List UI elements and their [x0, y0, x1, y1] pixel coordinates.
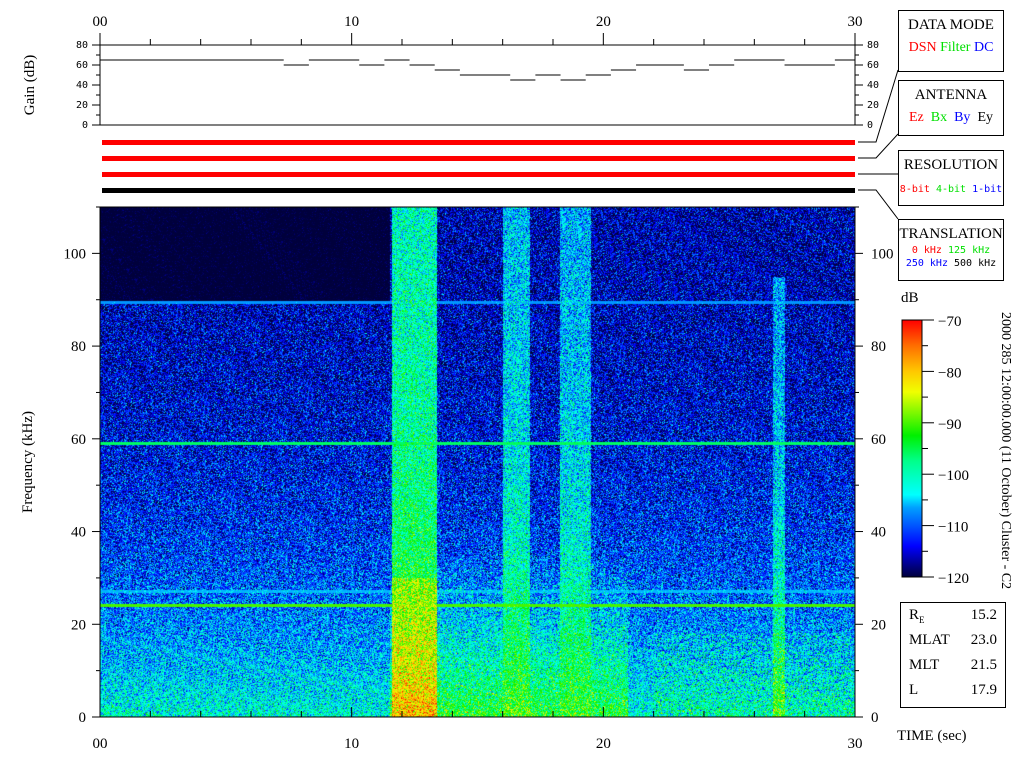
legend-item: 250 kHz: [905, 258, 948, 269]
bottom-time-tick-label: 10: [344, 736, 359, 752]
colorbar-tick-label: −70: [938, 314, 961, 330]
legend-connector: [858, 189, 899, 220]
position-row: MLAT 23.0: [901, 628, 1005, 653]
bottom-time-tick-label: 30: [848, 736, 863, 752]
colorbar-tick-label: −120: [938, 571, 969, 587]
gain-tick-label: 0: [867, 120, 873, 131]
position-label: MLT: [909, 657, 940, 673]
colorbar-tick-label: −90: [938, 417, 961, 433]
freq-tick-label: 0: [79, 710, 87, 726]
spectrogram-frame: [99, 206, 856, 718]
top-time-tick-label: 00: [93, 14, 108, 30]
legend-item: 0 kHz: [911, 245, 942, 256]
legend-item: By: [954, 110, 971, 125]
legend-item: Ez: [908, 110, 924, 125]
status-bar: [102, 156, 855, 161]
legend-item: 8-bit: [899, 184, 930, 195]
position-label: MLAT: [909, 632, 950, 648]
status-bar: [102, 188, 855, 193]
antenna-legend: ANTENNA Ez Bx By Ey: [898, 80, 1004, 136]
bottom-time-tick-label: 00: [93, 736, 108, 752]
gain-tick-label: 40: [76, 80, 88, 91]
x-axis-label: TIME (sec): [897, 728, 967, 744]
legend-title: TRANSLATION: [899, 226, 1003, 242]
position-value: 23.0: [970, 632, 997, 648]
gain-axis-label: Gain (dB): [22, 55, 38, 115]
legend-item: 125 kHz: [947, 245, 991, 256]
gain-tick-label: 60: [76, 60, 88, 71]
freq-axis-label: Frequency (kHz): [20, 411, 36, 513]
legend-connector: [858, 133, 899, 159]
freq-tick-label: 0: [871, 710, 879, 726]
legend-item: 4-bit: [935, 184, 967, 195]
data-mode-legend: DATA MODE DSN Filter DC: [898, 10, 1004, 72]
gain-tick-label: 20: [867, 100, 879, 111]
legend-title: ANTENNA: [914, 87, 988, 103]
top-time-tick-label: 20: [596, 14, 611, 30]
resolution-legend: RESOLUTION 8-bit 4-bit 1-bit: [898, 150, 1004, 206]
freq-tick-label: 80: [71, 339, 86, 355]
position-row: L 17.9: [901, 678, 1005, 703]
status-bar: [102, 140, 855, 145]
position-label-sub: E: [919, 615, 925, 625]
freq-tick-label: 100: [871, 246, 894, 262]
legend-item: 500 kHz: [954, 258, 997, 269]
gain-tick-label: 40: [867, 80, 879, 91]
gain-tick-label: 20: [76, 100, 88, 111]
caption: 2000 285 12:00:00.000 (11 October) Clust…: [998, 312, 1013, 590]
freq-tick-label: 100: [64, 246, 87, 262]
gain-tick-label: 80: [867, 40, 879, 51]
legend-item: Bx: [930, 110, 948, 125]
gain-tick-label: 80: [76, 40, 88, 51]
freq-tick-label: 60: [71, 432, 86, 448]
legend-item: Filter: [940, 40, 971, 55]
position-table: RE 15.2 MLAT 23.0 MLT 21.5 L 17.9: [900, 602, 1006, 708]
spectrogram-heatmap: [100, 207, 855, 717]
freq-tick-label: 40: [71, 525, 86, 541]
colorbar-tick-label: −110: [938, 520, 968, 536]
legend-item: Ey: [977, 110, 993, 125]
top-time-tick-label: 30: [848, 14, 863, 30]
freq-tick-label: 40: [871, 525, 886, 541]
position-value: 15.2: [970, 607, 997, 623]
freq-tick-label: 20: [871, 617, 886, 633]
legend-item: DSN: [908, 40, 937, 55]
freq-tick-label: 20: [71, 617, 86, 633]
gain-tick-label: 0: [82, 120, 88, 131]
bottom-time-tick-label: 20: [596, 736, 611, 752]
position-label: L: [909, 682, 919, 698]
gain-tick-label: 60: [867, 60, 879, 71]
freq-tick-label: 60: [871, 432, 886, 448]
colorbar-tick-label: −80: [938, 365, 961, 381]
freq-tick-label: 80: [871, 339, 886, 355]
legend-item: DC: [973, 40, 994, 55]
position-label: R: [909, 607, 920, 623]
legend-title: RESOLUTION: [903, 157, 999, 173]
position-row: RE 15.2: [901, 603, 1005, 628]
legend-title: DATA MODE: [908, 17, 994, 33]
legend-connector: [858, 69, 899, 143]
translation-legend: TRANSLATION 0 kHz 125 kHz 250 kHz 500 kH…: [898, 219, 1004, 281]
position-value: 17.9: [970, 682, 997, 698]
legend-item: 1-bit: [972, 184, 1003, 195]
colorbar: [901, 319, 923, 578]
status-bar: [102, 172, 855, 177]
top-time-tick-label: 10: [344, 14, 359, 30]
colorbar-unit: dB: [901, 290, 919, 306]
position-row: MLT 21.5: [901, 653, 1005, 678]
colorbar-tick-label: −100: [938, 468, 969, 484]
position-value: 21.5: [970, 657, 997, 673]
